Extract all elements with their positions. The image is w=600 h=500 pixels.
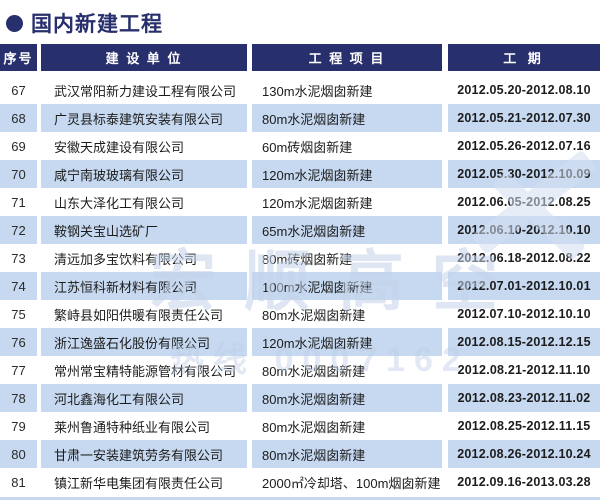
serial-no-cell: 71 bbox=[0, 188, 37, 216]
project-cell: 120m水泥烟囱新建 bbox=[252, 160, 442, 188]
table-row: 70 咸宁南玻玻璃有限公司 120m水泥烟囱新建 2012.05.30-2012.10… bbox=[0, 160, 600, 188]
project-cell: 100m水泥烟囱新建 bbox=[252, 272, 442, 300]
serial-no-cell: 72 bbox=[0, 216, 37, 244]
company-cell: 常州常宝精特能源管材有限公司 bbox=[41, 356, 247, 384]
company-cell: 河北鑫海化工有限公司 bbox=[41, 384, 247, 412]
company-cell: 广灵县标泰建筑安装有限公司 bbox=[41, 104, 247, 132]
page-title: 国内新建工程 bbox=[31, 13, 163, 36]
partial-next-row bbox=[0, 497, 600, 500]
serial-no-cell: 67 bbox=[0, 76, 37, 104]
project-cell: 80m水泥烟囱新建 bbox=[252, 104, 442, 132]
serial-no-cell: 78 bbox=[0, 384, 37, 412]
period-cell: 2012.06.18-2012.08.22 bbox=[448, 244, 600, 272]
period-cell: 2012.05.30-2012.10.09 bbox=[448, 160, 600, 188]
serial-no-cell: 75 bbox=[0, 300, 37, 328]
period-cell: 2012.05.26-2012.07.16 bbox=[448, 132, 600, 160]
period-cell: 2012.08.15-2012.12.15 bbox=[448, 328, 600, 356]
serial-no-cell: 70 bbox=[0, 160, 37, 188]
period-cell: 2012.08.23-2012.11.02 bbox=[448, 384, 600, 412]
header-serial-no: 序号 bbox=[0, 44, 37, 71]
project-cell: 80m水泥烟囱新建 bbox=[252, 440, 442, 468]
project-cell: 80m水泥烟囱新建 bbox=[252, 300, 442, 328]
bullet-icon bbox=[6, 14, 23, 32]
company-cell: 浙江逸盛石化股份有限公司 bbox=[41, 328, 247, 356]
table-row: 69 安徽天成建设有限公司 60m砖烟囱新建 2012.05.26-2012.07.1… bbox=[0, 132, 600, 160]
table-header: 序号 建 设 单 位 工 程 项 目 工 期 bbox=[0, 44, 600, 71]
project-cell: 80m水泥烟囱新建 bbox=[252, 356, 442, 384]
company-cell: 莱州鲁通特种纸业有限公司 bbox=[41, 412, 247, 440]
project-cell: 80m砖烟囱新建 bbox=[252, 244, 442, 272]
project-cell: 130m水泥烟囱新建 bbox=[252, 76, 442, 104]
project-cell: 2000㎡冷却塔、100m烟囱新建 bbox=[252, 468, 442, 496]
company-cell: 安徽天成建设有限公司 bbox=[41, 132, 247, 160]
table-body: 67 武汉常阳新力建设工程有限公司 130m水泥烟囱新建 2012.05.20-201… bbox=[0, 76, 600, 496]
table-row: 78 河北鑫海化工有限公司 80m水泥烟囱新建 2012.08.23-2012.11.… bbox=[0, 384, 600, 412]
period-cell: 2012.09.16-2013.03.28 bbox=[448, 468, 600, 496]
serial-no-cell: 69 bbox=[0, 132, 37, 160]
table-row: 71 山东大泽化工有限公司 120m水泥烟囱新建 2012.06.05-2012.08… bbox=[0, 188, 600, 216]
project-cell: 80m水泥烟囱新建 bbox=[252, 412, 442, 440]
serial-no-cell: 74 bbox=[0, 272, 37, 300]
period-cell: 2012.08.21-2012.11.10 bbox=[448, 356, 600, 384]
project-cell: 80m水泥烟囱新建 bbox=[252, 384, 442, 412]
serial-no-cell: 68 bbox=[0, 104, 37, 132]
title-bar: 国内新建工程 bbox=[6, 8, 163, 38]
company-cell: 江苏恒科新材料有限公司 bbox=[41, 272, 247, 300]
project-cell: 60m砖烟囱新建 bbox=[252, 132, 442, 160]
serial-no-cell: 73 bbox=[0, 244, 37, 272]
serial-no-cell: 77 bbox=[0, 356, 37, 384]
company-cell: 甘肃一安装建筑劳务有限公司 bbox=[41, 440, 247, 468]
company-cell: 武汉常阳新力建设工程有限公司 bbox=[41, 76, 247, 104]
table-row: 73 清远加多宝饮料有限公司 80m砖烟囱新建 2012.06.18-2012.08.… bbox=[0, 244, 600, 272]
period-cell: 2012.05.20-2012.08.10 bbox=[448, 76, 600, 104]
table-row: 74 江苏恒科新材料有限公司 100m水泥烟囱新建 2012.07.01-2012.1… bbox=[0, 272, 600, 300]
serial-no-cell: 80 bbox=[0, 440, 37, 468]
period-cell: 2012.08.25-2012.11.15 bbox=[448, 412, 600, 440]
period-cell: 2012.05.21-2012.07.30 bbox=[448, 104, 600, 132]
company-cell: 清远加多宝饮料有限公司 bbox=[41, 244, 247, 272]
company-cell: 镇江新华电集团有限责任公司 bbox=[41, 468, 247, 496]
table-row: 81 镇江新华电集团有限责任公司 2000㎡冷却塔、100m烟囱新建 2012.09.… bbox=[0, 468, 600, 496]
table-row: 77 常州常宝精特能源管材有限公司 80m水泥烟囱新建 2012.08.21-2012… bbox=[0, 356, 600, 384]
table-row: 76 浙江逸盛石化股份有限公司 120m水泥烟囱新建 2012.08.15-2012.… bbox=[0, 328, 600, 356]
company-cell: 山东大泽化工有限公司 bbox=[41, 188, 247, 216]
table-row: 68 广灵县标泰建筑安装有限公司 80m水泥烟囱新建 2012.05.21-2012.… bbox=[0, 104, 600, 132]
period-cell: 2012.07.10-2012.10.10 bbox=[448, 300, 600, 328]
header-duration: 工 期 bbox=[448, 44, 600, 71]
serial-no-cell: 81 bbox=[0, 468, 37, 496]
period-cell: 2012.06.05-2012.08.25 bbox=[448, 188, 600, 216]
company-cell: 繁峙县如阳供暖有限责任公司 bbox=[41, 300, 247, 328]
header-project: 工 程 项 目 bbox=[252, 44, 442, 71]
period-cell: 2012.07.01-2012.10.01 bbox=[448, 272, 600, 300]
serial-no-cell: 76 bbox=[0, 328, 37, 356]
serial-no-cell: 79 bbox=[0, 412, 37, 440]
table-row: 72 鞍钢关宝山选矿厂 65m水泥烟囱新建 2012.06.10-2012.10.10 bbox=[0, 216, 600, 244]
project-cell: 120m水泥烟囱新建 bbox=[252, 328, 442, 356]
project-cell: 120m水泥烟囱新建 bbox=[252, 188, 442, 216]
company-cell: 咸宁南玻玻璃有限公司 bbox=[41, 160, 247, 188]
table-row: 80 甘肃一安装建筑劳务有限公司 80m水泥烟囱新建 2012.08.26-2012.… bbox=[0, 440, 600, 468]
company-cell: 鞍钢关宝山选矿厂 bbox=[41, 216, 247, 244]
table-row: 75 繁峙县如阳供暖有限责任公司 80m水泥烟囱新建 2012.07.10-2012.… bbox=[0, 300, 600, 328]
project-cell: 65m水泥烟囱新建 bbox=[252, 216, 442, 244]
header-construction-unit: 建 设 单 位 bbox=[41, 44, 247, 71]
period-cell: 2012.06.10-2012.10.10 bbox=[448, 216, 600, 244]
table-row: 79 莱州鲁通特种纸业有限公司 80m水泥烟囱新建 2012.08.25-2012.1… bbox=[0, 412, 600, 440]
period-cell: 2012.08.26-2012.10.24 bbox=[448, 440, 600, 468]
table-row: 67 武汉常阳新力建设工程有限公司 130m水泥烟囱新建 2012.05.20-201… bbox=[0, 76, 600, 104]
